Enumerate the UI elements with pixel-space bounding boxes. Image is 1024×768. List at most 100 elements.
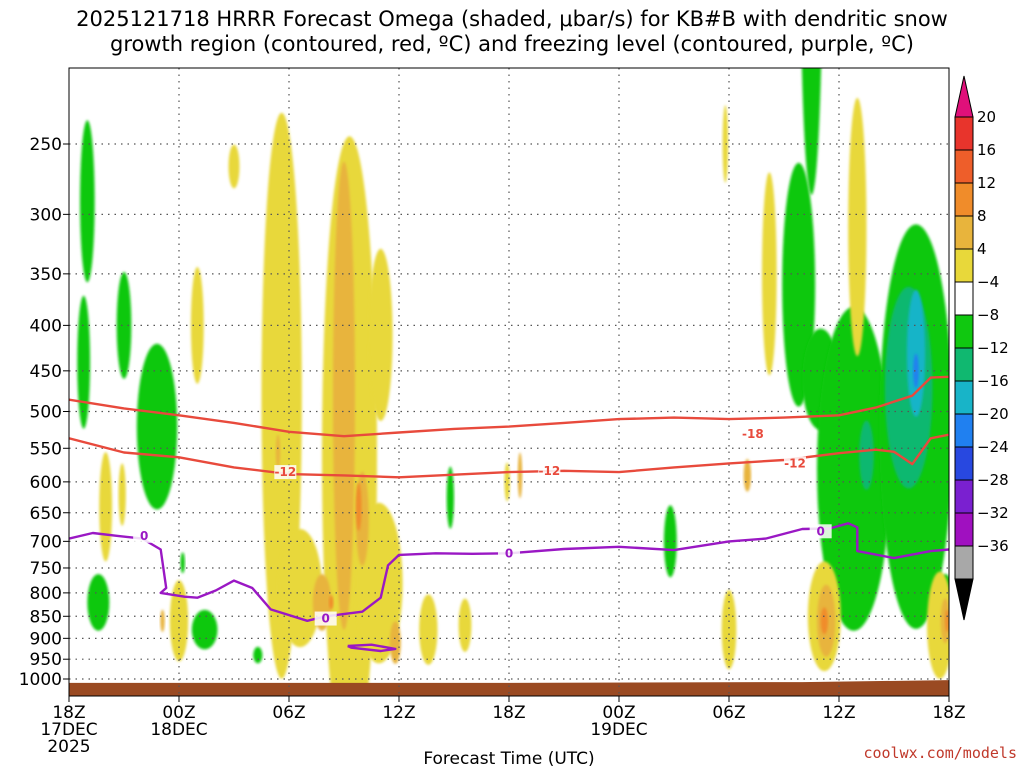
dgz-label-3: -12	[784, 456, 806, 470]
omega-cell-49	[355, 482, 362, 531]
colorbar-label-1: 16	[977, 141, 996, 159]
credit-text: coolwx.com/models	[863, 744, 1017, 762]
omega-cell-3	[116, 271, 132, 379]
omega-cell-13	[782, 162, 816, 407]
y-tick-label-850: 850	[30, 607, 62, 627]
omega-cell-52	[328, 595, 334, 610]
x-tick-label-18-1: 12Z	[382, 703, 415, 723]
x-tick-label-30-2: 19DEC	[590, 720, 647, 740]
dgz-label-bg-1	[274, 465, 297, 480]
colorbar-bottom-arrow	[954, 578, 974, 621]
y-tick-label-250: 250	[30, 135, 62, 155]
dgz-label-bg-3	[784, 456, 806, 471]
x-axis-label: Forecast Time (UTC)	[423, 749, 594, 768]
colorbar-label-0: 20	[977, 108, 996, 126]
omega-cell-8	[180, 552, 185, 574]
x-tick-label-0-1: 18Z	[52, 703, 85, 723]
omega-cell-7	[191, 609, 218, 650]
colorbar-bin-9	[954, 380, 974, 415]
dgz-label-0: -18	[742, 427, 764, 441]
omega-cell-30	[419, 594, 438, 665]
freezing-label-4: 0	[140, 529, 148, 543]
omega-cell-9	[253, 646, 263, 664]
omega-cell-47	[940, 598, 949, 644]
colorbar-bin-5	[954, 248, 974, 283]
omega-cell-15	[817, 306, 891, 631]
freezing-contour-4	[69, 522, 949, 622]
colorbar-label-3: 8	[977, 207, 987, 225]
x-tick-label-12-1: 06Z	[272, 703, 305, 723]
chart-title-line-2: growth region (contoured, red, ºC) and f…	[110, 32, 914, 56]
colorbar-bin-7	[954, 314, 974, 349]
colorbar-label-5: −4	[977, 273, 999, 291]
y-axis-ticks: 2503003504004505005506006507007508008509…	[19, 135, 69, 690]
y-tick-label-550: 550	[30, 439, 62, 459]
x-tick-label-24-1: 18Z	[492, 703, 525, 723]
y-tick-label-500: 500	[30, 403, 62, 423]
freezing-label-7: 0	[816, 524, 824, 538]
omega-shaded-field	[77, 68, 949, 696]
omega-cell-50	[820, 607, 828, 635]
y-tick-label-650: 650	[30, 504, 62, 524]
omega-cell-22	[228, 144, 240, 189]
colorbar-bin-4	[954, 215, 974, 250]
omega-cell-37	[721, 590, 737, 670]
colorbar-label-7: −12	[977, 339, 1009, 357]
omega-cell-1	[743, 459, 751, 492]
omega-cell-39	[848, 97, 867, 357]
omega-cell-31	[458, 598, 472, 652]
omega-cell-27	[368, 248, 393, 422]
omega-cell-23	[99, 452, 113, 562]
colorbar-bin-10	[954, 413, 974, 448]
omega-cell-28	[278, 528, 322, 648]
colorbar-label-6: −8	[977, 306, 999, 324]
y-tick-label-600: 600	[30, 473, 62, 493]
freezing-contour-8	[347, 643, 397, 653]
colorbar-bin-12	[954, 479, 974, 514]
omega-cell-6	[87, 574, 110, 631]
colorbar-label-9: −20	[977, 405, 1009, 423]
x-tick-label-0-3: 2025	[47, 737, 90, 757]
omega-cell-24	[190, 267, 204, 384]
omega-cell-20	[906, 289, 926, 417]
dgz-contour-1	[69, 433, 949, 479]
colorbar-label-8: −16	[977, 372, 1009, 390]
colorbar-bin-3	[954, 182, 974, 217]
omega-cell-4	[77, 295, 91, 429]
colorbar-bin-11	[954, 446, 974, 481]
colorbar-label-12: −32	[977, 504, 1009, 522]
omega-cell-35	[722, 105, 729, 183]
colorbar-label-10: −24	[977, 438, 1009, 456]
omega-cell-0	[517, 452, 523, 499]
omega-cell-36	[762, 172, 777, 376]
colorbar-top-arrow	[954, 75, 974, 118]
y-tick-label-950: 950	[30, 650, 62, 670]
omega-cell-2	[80, 120, 95, 283]
colorbar: 20 16 12 8 4 −4 −8 −12 −16 −20 −24 −28 −32 −36	[954, 75, 1009, 621]
x-tick-label-48-1: 18Z	[932, 703, 965, 723]
x-tick-label-36-1: 06Z	[712, 703, 745, 723]
freezing-label-bg-6	[498, 546, 520, 561]
omega-cell-51	[945, 609, 949, 633]
y-tick-label-900: 900	[30, 629, 62, 649]
colorbar-label-4: 4	[977, 240, 987, 258]
omega-cell-43	[275, 434, 281, 470]
omega-cell-19	[859, 420, 874, 490]
y-tick-label-350: 350	[30, 265, 62, 285]
ground-surface	[69, 680, 949, 696]
colorbar-label-11: −28	[977, 471, 1009, 489]
omega-cell-45	[389, 621, 401, 664]
colorbar-bin-1	[954, 116, 974, 151]
contour-lines: -18 -12 -12 -12 0 0 0 0	[69, 375, 949, 653]
omega-cell-12	[801, 68, 822, 195]
colorbar-bin-14	[954, 545, 974, 580]
omega-cell-5	[136, 343, 178, 510]
colorbar-label-2: 12	[977, 174, 996, 192]
y-tick-label-300: 300	[30, 205, 62, 225]
y-tick-label-1000: 1000	[19, 670, 62, 690]
colorbar-bin-8	[954, 347, 974, 382]
chart-title-line-1: 2025121718 HRRR Forecast Omega (shaded, …	[76, 7, 948, 31]
freezing-label-6: 0	[505, 546, 513, 560]
grid-lines	[69, 68, 949, 696]
